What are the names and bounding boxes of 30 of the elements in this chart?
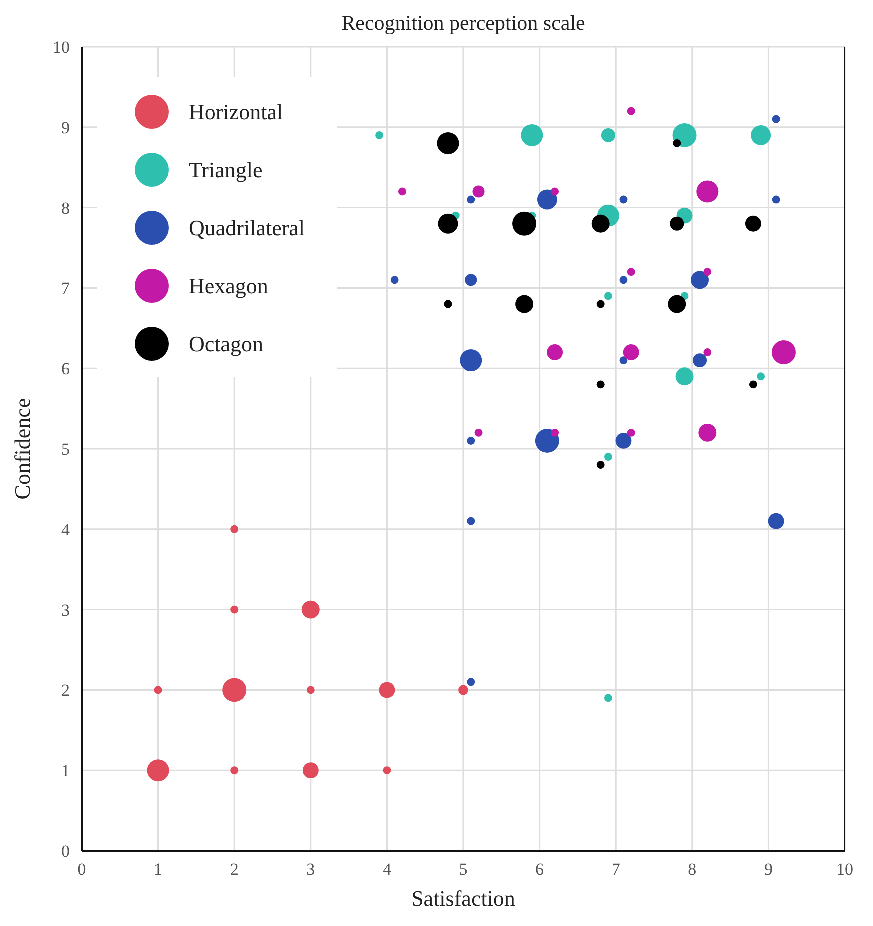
- legend-label: Octagon: [189, 332, 264, 357]
- x-tick-label: 10: [836, 860, 854, 879]
- y-tick-label: 10: [53, 38, 70, 57]
- legend-label: Quadrilateral: [189, 216, 306, 241]
- x-axis-title: Satisfaction: [412, 886, 516, 911]
- legend-label: Hexagon: [189, 274, 268, 299]
- y-tick-label: 9: [62, 118, 70, 138]
- x-tick-label: 2: [230, 860, 239, 879]
- x-tick-label: 9: [764, 860, 773, 879]
- x-tick-label: 4: [382, 860, 392, 879]
- y-tick-label: 7: [62, 279, 70, 298]
- y-tick-label: 6: [62, 360, 70, 379]
- x-tick-label: 1: [154, 860, 163, 879]
- y-tick-label: 5: [62, 440, 70, 459]
- x-tick-label: 0: [78, 860, 86, 879]
- legend-label: Triangle: [189, 158, 263, 183]
- x-tick-label: 5: [459, 860, 468, 879]
- y-tick-label: 4: [62, 520, 70, 540]
- x-tick-label: 6: [536, 860, 544, 879]
- x-tick-label: 7: [612, 860, 621, 879]
- y-tick-label: 8: [62, 198, 70, 218]
- y-tick-label: 1: [62, 762, 70, 781]
- y-tick-label: 0: [62, 842, 70, 861]
- y-tick-label: 2: [62, 681, 70, 700]
- legend-label: Horizontal: [189, 100, 284, 125]
- y-tick-label: 3: [62, 600, 70, 620]
- x-tick-label: 3: [306, 860, 316, 879]
- chart-title: Recognition perception scale: [342, 11, 586, 35]
- y-axis-title: Confidence: [10, 398, 35, 500]
- x-tick-label: 8: [688, 860, 697, 879]
